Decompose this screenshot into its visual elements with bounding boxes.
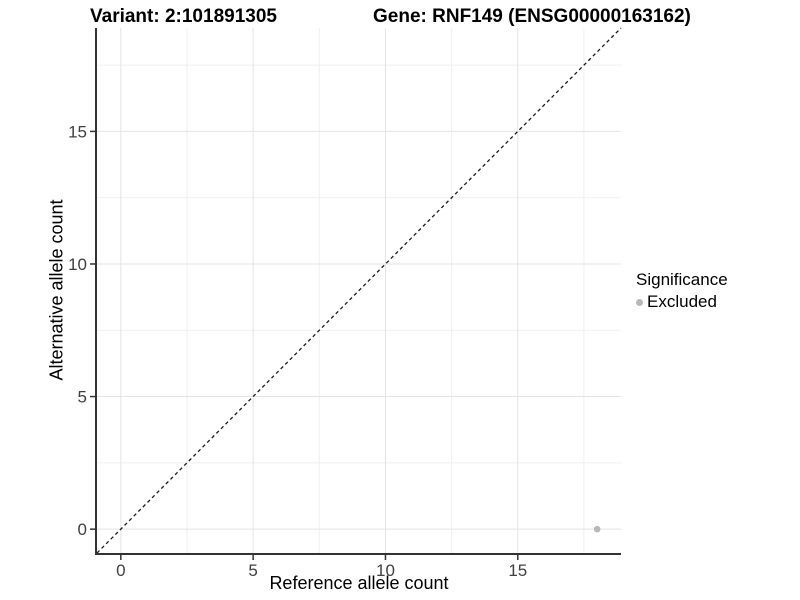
x-tick-label: 5: [248, 561, 257, 580]
legend-key-dot-icon: [636, 298, 643, 306]
y-tick-label: 10: [68, 255, 87, 274]
legend-title: Significance: [636, 270, 728, 289]
plot-title-gene: Gene: RNF149 (ENSG00000163162): [373, 6, 691, 27]
y-tick-label: 5: [78, 388, 87, 407]
legend: Significance Excluded: [636, 270, 728, 312]
x-axis-title: Reference allele count: [269, 573, 449, 593]
x-tick-label: 15: [508, 561, 527, 580]
legend-item-excluded: Excluded: [636, 292, 728, 312]
x-tick-label: 10: [376, 561, 395, 580]
x-tick-label: 0: [116, 561, 125, 580]
y-tick-label: 0: [78, 520, 87, 539]
data-point-excluded: [593, 525, 601, 533]
y-tick-label: 15: [68, 122, 87, 141]
identity-line: [96, 27, 622, 554]
y-axis-title: Alternative allele count: [46, 199, 67, 381]
plot-title-variant: Variant: 2:101891305: [90, 6, 277, 27]
legend-item-label: Excluded: [647, 292, 717, 311]
